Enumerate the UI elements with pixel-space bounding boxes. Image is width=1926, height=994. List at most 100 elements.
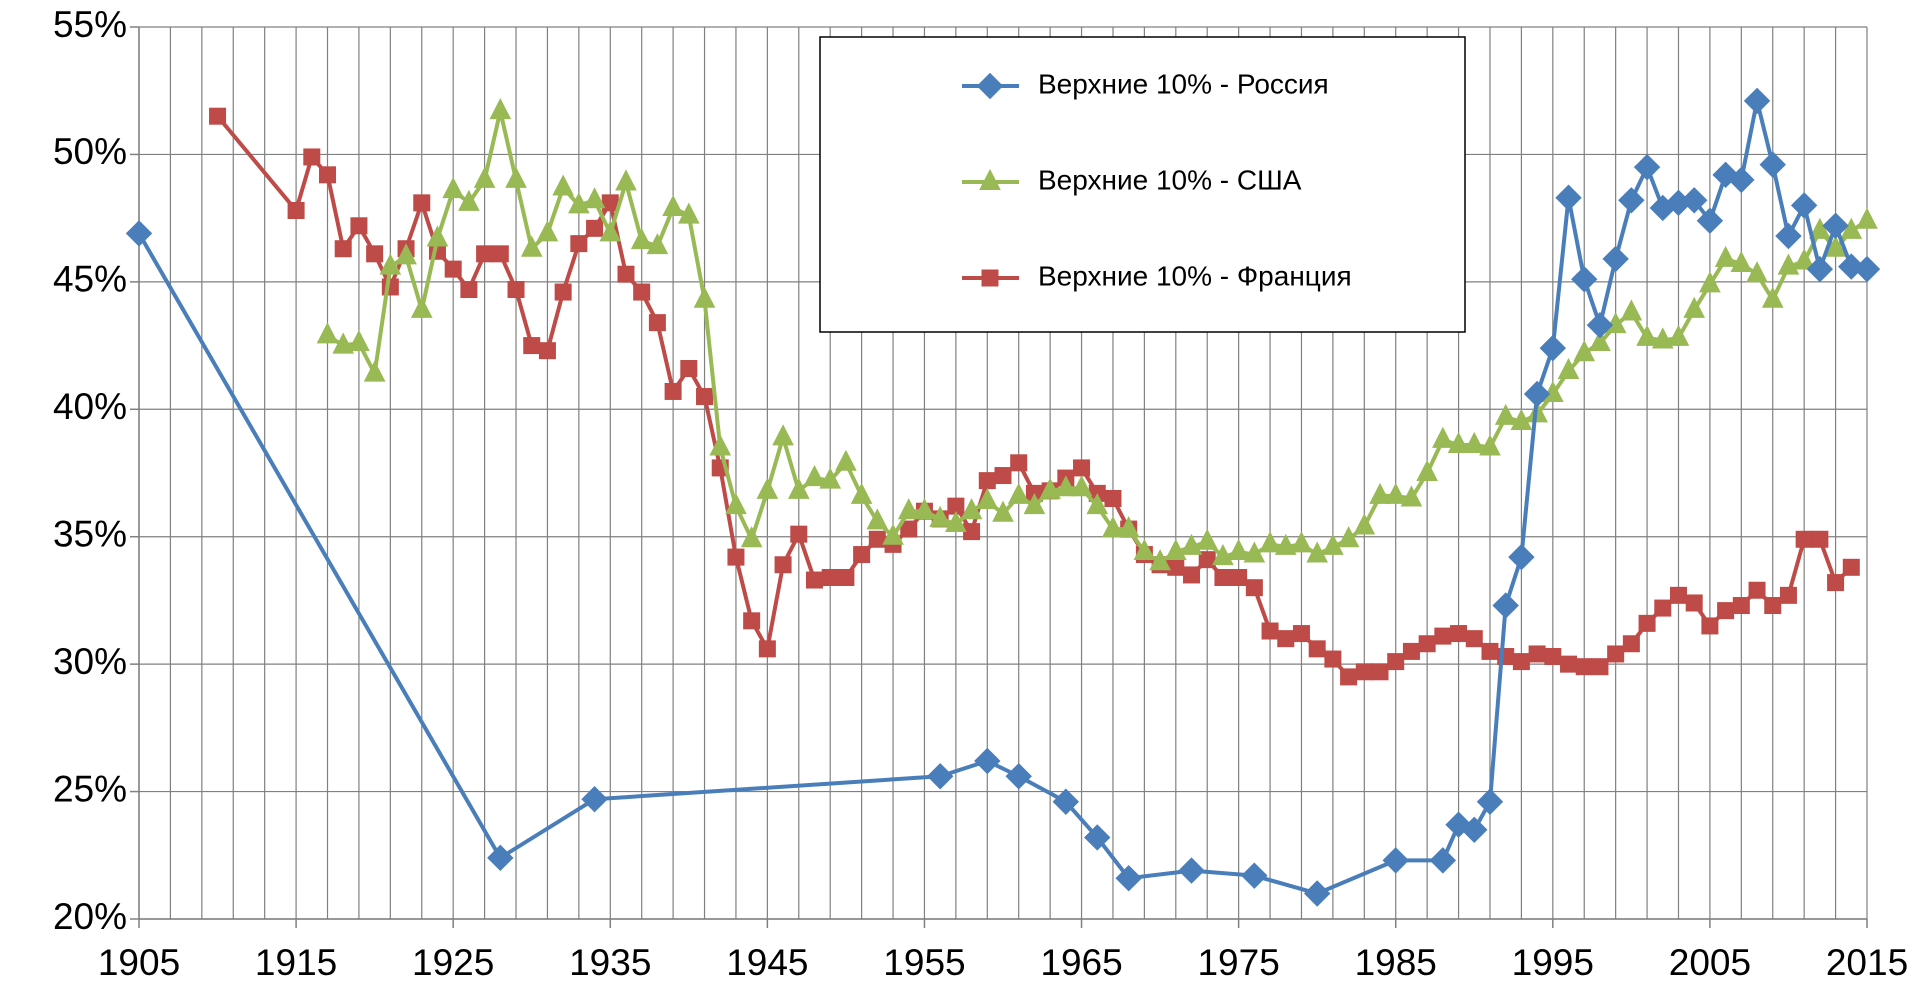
data-point (1382, 847, 1409, 874)
data-point (538, 342, 556, 360)
data-point (1178, 857, 1205, 884)
data-point (1102, 515, 1124, 538)
data-point (1117, 515, 1140, 538)
data-point (1355, 663, 1373, 681)
data-point (1055, 475, 1077, 497)
data-point (790, 525, 808, 543)
data-point (994, 467, 1012, 485)
y-tick-label: 20% (53, 896, 127, 937)
data-point (1856, 207, 1878, 229)
x-tick-label: 1975 (1197, 942, 1279, 983)
data-point (1636, 324, 1658, 346)
data-point (599, 220, 622, 242)
data-point (460, 281, 478, 299)
data-point (1086, 493, 1109, 515)
data-point (1528, 645, 1546, 663)
data-point (1023, 493, 1046, 515)
data-point (410, 296, 433, 318)
data-point (444, 260, 462, 278)
data-point (1654, 599, 1672, 617)
data-point (1196, 528, 1219, 550)
data-point (1481, 642, 1499, 660)
data-point (1384, 482, 1407, 504)
data-point (680, 360, 698, 378)
data-point (1508, 543, 1535, 571)
data-point (1337, 526, 1360, 548)
data-point (1544, 647, 1562, 665)
data-point (1230, 568, 1248, 586)
data-point (1227, 538, 1250, 561)
data-point (821, 568, 839, 586)
data-point (1793, 248, 1815, 270)
data-point (1010, 454, 1028, 472)
data-point (1429, 847, 1457, 874)
data-point (1369, 482, 1391, 504)
data-point (664, 382, 682, 400)
data-point (646, 233, 669, 255)
y-tick-label: 40% (53, 386, 127, 427)
data-point (1259, 531, 1281, 553)
y-tick-label: 45% (53, 259, 127, 300)
data-point (554, 283, 572, 301)
data-point (1212, 544, 1234, 566)
data-point (709, 434, 732, 456)
data-point (819, 467, 842, 489)
data-point (1277, 630, 1295, 648)
data-point (1748, 581, 1766, 599)
data-point (1261, 622, 1279, 640)
data-point (1824, 235, 1847, 257)
data-point (693, 286, 716, 308)
data-point (1007, 482, 1030, 504)
data-point (648, 314, 666, 332)
data-point (1432, 426, 1454, 448)
data-point (1651, 327, 1674, 349)
data-point (505, 166, 527, 188)
x-tick-label: 1945 (726, 942, 808, 983)
data-point (1618, 187, 1645, 214)
data-point (316, 322, 339, 344)
data-point (837, 568, 855, 586)
data-point (442, 177, 465, 199)
data-point (507, 281, 525, 299)
legend-label: Верхние 10% - США (1038, 164, 1302, 195)
data-point (1589, 329, 1611, 352)
data-point (1402, 642, 1420, 660)
data-point (853, 546, 871, 564)
data-point (740, 526, 763, 548)
data-point (1340, 668, 1358, 686)
data-point (696, 388, 714, 406)
legend-label: Верхние 10% - Россия (1038, 68, 1329, 99)
data-point (125, 220, 153, 247)
data-point (835, 449, 857, 471)
data-point (568, 192, 590, 214)
data-point (1070, 475, 1093, 497)
data-point (974, 747, 1001, 775)
data-point (1039, 477, 1061, 499)
data-point (866, 508, 889, 530)
data-point (633, 283, 651, 301)
x-tick-label: 1925 (412, 942, 494, 983)
data-point (1322, 533, 1344, 555)
data-point (583, 187, 606, 209)
data-point (1811, 530, 1829, 548)
data-point (1779, 586, 1797, 604)
data-point (1167, 558, 1185, 576)
data-point (978, 472, 996, 490)
data-point (1539, 334, 1567, 362)
data-point (413, 194, 431, 212)
data-point (303, 148, 321, 166)
data-point (332, 332, 355, 354)
x-tick-label: 1995 (1512, 942, 1594, 983)
data-point (1775, 222, 1802, 250)
data-point (1827, 574, 1845, 592)
x-tick-label: 1955 (883, 942, 965, 983)
data-point (1795, 530, 1813, 548)
data-point (897, 498, 920, 520)
data-point (1494, 403, 1517, 425)
data-point (1685, 594, 1703, 612)
data-point (850, 482, 873, 504)
data-point (1746, 261, 1768, 283)
data-point (926, 763, 954, 790)
data-point (882, 523, 904, 545)
series (316, 98, 1878, 571)
